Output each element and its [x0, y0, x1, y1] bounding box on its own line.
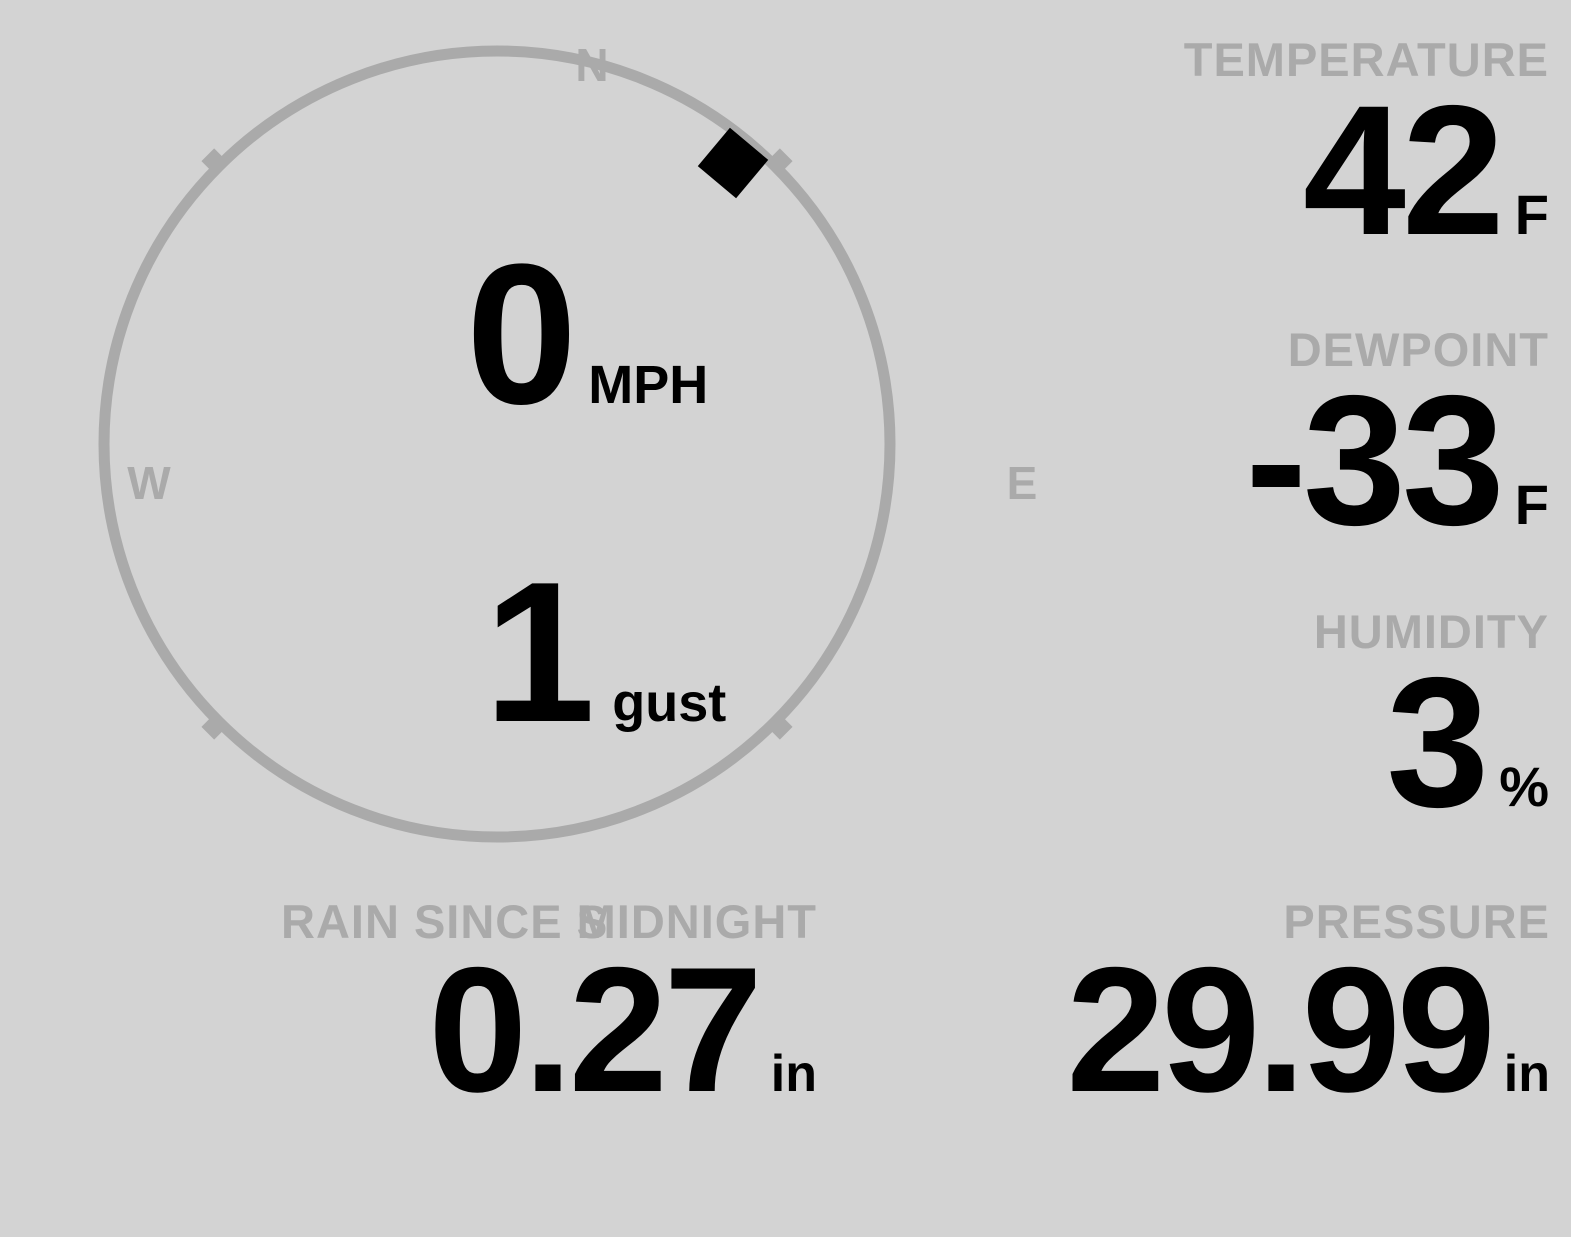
- compass-tick-marks: [201, 148, 793, 740]
- rain-since-midnight-value-row: 0.27 in: [247, 930, 817, 1129]
- compass-label-south: S: [576, 896, 608, 948]
- rain-since-midnight-metric: RAIN SINCE MIDNIGHT 0.27 in: [247, 895, 817, 1129]
- dewpoint-value: -33: [1245, 358, 1504, 564]
- wind-gust-unit: gust: [612, 673, 727, 733]
- wind-gust-readout: 1 gust: [484, 541, 727, 764]
- temperature-unit: F: [1514, 183, 1549, 246]
- temperature-label: TEMPERATURE: [1183, 33, 1549, 86]
- humidity-metric: HUMIDITY 3 %: [1313, 605, 1549, 846]
- dewpoint-label: DEWPOINT: [1287, 323, 1549, 376]
- humidity-value-row: 3 %: [1314, 640, 1549, 846]
- compass-label-north: N: [575, 39, 609, 91]
- rain-since-midnight-value: 0.27: [428, 930, 762, 1129]
- compass-label-east: E: [1006, 457, 1038, 509]
- compass-ring-graphic: [98, 45, 896, 843]
- dewpoint-value-row: -33 F: [1245, 358, 1549, 564]
- temperature-value-row: 42 F: [1184, 68, 1549, 274]
- humidity-unit: %: [1499, 755, 1549, 818]
- pressure-value-row: 29.99 in: [905, 930, 1550, 1129]
- compass-label-west: W: [127, 457, 171, 509]
- pressure-unit: in: [1503, 1045, 1550, 1103]
- wind-compass: N S W E 0 MPH 1 gust: [96, 39, 1037, 945]
- dewpoint-unit: F: [1514, 473, 1549, 536]
- rain-since-midnight-unit: in: [770, 1045, 817, 1103]
- wind-speed-unit: MPH: [588, 355, 709, 415]
- pressure-label: PRESSURE: [1283, 895, 1550, 948]
- humidity-value: 3: [1386, 640, 1489, 846]
- temperature-value: 42: [1303, 68, 1505, 274]
- pressure-value: 29.99: [1066, 930, 1495, 1129]
- wind-gust-value: 1: [484, 541, 595, 764]
- wind-direction-marker: [697, 127, 769, 199]
- humidity-label: HUMIDITY: [1313, 605, 1549, 658]
- dewpoint-metric: DEWPOINT -33 F: [1245, 323, 1549, 564]
- compass-ring-circle: [98, 45, 896, 843]
- rain-since-midnight-label: RAIN SINCE MIDNIGHT: [281, 895, 817, 948]
- temperature-metric: TEMPERATURE 42 F: [1183, 33, 1549, 274]
- pressure-metric: PRESSURE 29.99 in: [905, 895, 1550, 1129]
- wind-speed-value: 0: [466, 223, 577, 446]
- wind-speed-readout: 0 MPH: [466, 223, 709, 446]
